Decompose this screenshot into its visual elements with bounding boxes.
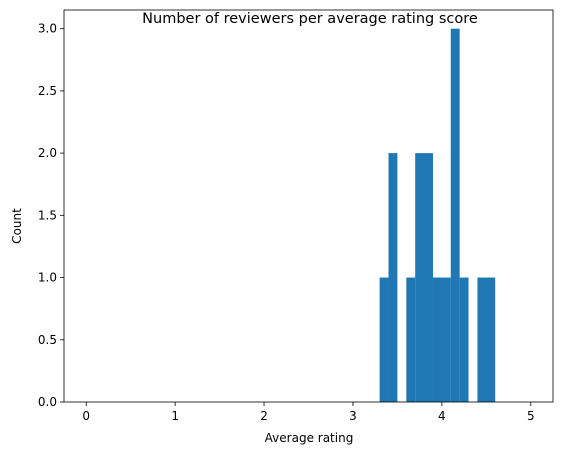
histogram-bar-2 [406, 277, 416, 402]
y-tick-label-0: 0.0 [38, 395, 57, 409]
y-tick-label-5: 2.5 [38, 84, 57, 98]
x-tick-label-0: 0 [82, 409, 90, 423]
x-tick-label-3: 3 [349, 409, 357, 423]
x-axis-ticks: 0 1 2 3 4 5 [82, 402, 535, 423]
y-tick-label-3: 1.5 [38, 208, 57, 222]
y-tick-label-4: 2.0 [38, 146, 57, 160]
y-tick-label-1: 0.5 [38, 333, 57, 347]
chart-title: Number of reviewers per average rating s… [142, 11, 478, 27]
x-tick-label-1: 1 [171, 409, 179, 423]
histogram-bar-0 [379, 277, 389, 402]
histogram-bar-4 [432, 277, 451, 402]
x-axis-label: Average rating [265, 431, 354, 445]
bars-layer [379, 28, 496, 403]
histogram-bar-5 [450, 28, 460, 403]
histogram-bar-1 [388, 153, 398, 402]
x-tick-label-2: 2 [260, 409, 268, 423]
histogram-bar-7 [477, 277, 496, 402]
histogram-bar-6 [459, 277, 469, 402]
y-axis-ticks: 0.0 0.5 1.0 1.5 2.0 2.5 3.0 [38, 22, 64, 409]
histogram-bar-3 [415, 153, 433, 402]
plot-frame [63, 9, 554, 403]
x-tick-label-4: 4 [438, 409, 446, 423]
y-axis-label: Count [10, 208, 24, 244]
y-tick-label-2: 1.0 [38, 271, 57, 285]
y-tick-label-6: 3.0 [38, 22, 57, 36]
x-tick-label-5: 5 [527, 409, 535, 423]
